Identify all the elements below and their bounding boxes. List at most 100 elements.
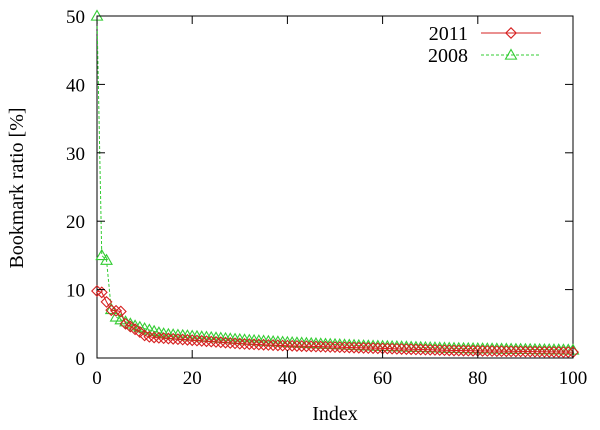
data-point-2011 <box>481 344 494 357</box>
x-tick-label: 20 <box>183 368 202 389</box>
data-point-2011 <box>295 340 308 353</box>
data-point-2011 <box>329 341 341 354</box>
data-point-2011 <box>352 341 365 354</box>
data-point-2011 <box>438 344 451 357</box>
data-point-2011 <box>486 345 499 358</box>
data-point-2011 <box>290 339 303 352</box>
data-point-2011 <box>509 345 522 358</box>
x-tick-label: 40 <box>278 368 297 389</box>
data-point-2011 <box>452 344 465 357</box>
plot-border <box>96 15 574 359</box>
data-point-2011 <box>238 337 251 350</box>
data-point-2011 <box>419 343 432 356</box>
data-point-2011 <box>490 345 503 358</box>
data-point-2011 <box>181 333 194 346</box>
data-point-2011 <box>105 304 118 317</box>
x-tick-label: 100 <box>559 368 588 389</box>
data-point-2011 <box>428 343 441 356</box>
data-point-2011 <box>205 335 218 348</box>
data-point-2011 <box>333 341 346 354</box>
legend-marker-2008 <box>504 48 518 60</box>
data-point-2011 <box>314 340 327 353</box>
data-point-2011 <box>524 345 537 358</box>
data-point-2011 <box>495 345 508 358</box>
legend-marker-2011 <box>505 27 517 39</box>
data-point-2011 <box>167 332 180 345</box>
data-point-2011 <box>514 345 527 358</box>
data-point-2011 <box>152 331 165 344</box>
data-point-2008 <box>100 253 113 265</box>
data-point-2011 <box>276 339 289 352</box>
data-point-2011 <box>409 343 422 356</box>
y-tick-label: 50 <box>66 7 85 28</box>
plot-frame <box>96 15 574 359</box>
data-point-2011 <box>519 345 532 358</box>
data-point-2008 <box>95 248 109 261</box>
data-point-2011 <box>257 338 270 351</box>
data-point-2011 <box>252 338 265 351</box>
y-axis-title: Bookmark ratio [%] <box>6 107 28 268</box>
data-point-2011 <box>443 344 456 357</box>
ticks-layer: 0 20 40 60 80 100 0 10 20 30 40 50 <box>66 7 587 389</box>
data-point-2011 <box>348 341 361 354</box>
data-point-2011 <box>476 344 489 357</box>
data-point-2011 <box>457 344 470 357</box>
data-point-2011 <box>395 342 408 355</box>
data-point-2011 <box>162 332 175 345</box>
data-point-2011 <box>186 334 199 347</box>
data-point-2011 <box>338 341 351 354</box>
data-point-2011 <box>562 346 575 359</box>
data-point-2011 <box>433 344 446 357</box>
series-layer <box>90 9 580 359</box>
data-point-2011 <box>533 345 546 358</box>
data-point-2011 <box>190 334 203 347</box>
data-point-2011 <box>448 344 460 357</box>
data-point-2011 <box>390 342 403 355</box>
data-point-2011 <box>424 343 437 356</box>
data-point-2011 <box>371 342 384 355</box>
data-point-2011 <box>362 342 375 354</box>
legend-label-2011: 2011 <box>429 23 468 45</box>
x-tick-label: 80 <box>468 368 487 389</box>
data-point-2011 <box>114 305 127 318</box>
data-point-2008 <box>104 302 118 315</box>
data-point-2011 <box>400 343 413 356</box>
data-point-2011 <box>357 341 370 354</box>
data-point-2011 <box>100 295 113 308</box>
data-point-2011 <box>262 338 275 351</box>
data-point-2011 <box>171 333 184 346</box>
data-point-2011 <box>110 304 123 317</box>
data-point-2011 <box>157 332 170 345</box>
legend-label-2008: 2008 <box>428 45 468 67</box>
data-point-2011 <box>557 346 570 359</box>
series-line-2008 <box>96 15 574 351</box>
x-tick-label: 0 <box>92 368 102 389</box>
data-point-2011 <box>305 340 318 353</box>
data-point-2011 <box>243 338 256 351</box>
data-point-2011 <box>143 330 156 343</box>
data-point-2011 <box>309 340 322 353</box>
data-point-2011 <box>200 335 213 348</box>
data-point-2011 <box>133 326 146 338</box>
x-tick-label: 60 <box>373 368 392 389</box>
data-point-2011 <box>343 341 356 354</box>
data-point-2011 <box>324 340 337 353</box>
data-point-2011 <box>214 336 227 349</box>
data-point-2011 <box>500 345 513 358</box>
data-point-2011 <box>543 345 556 358</box>
data-point-2011 <box>229 337 242 350</box>
data-point-2011 <box>386 342 399 355</box>
data-point-2011 <box>528 345 541 358</box>
data-point-2011 <box>462 344 475 357</box>
data-point-2011 <box>138 329 151 342</box>
data-point-2011 <box>271 339 284 352</box>
y-tick-label: 40 <box>66 75 85 96</box>
data-point-2011 <box>176 333 189 346</box>
series-2011 <box>91 284 579 359</box>
data-point-2011 <box>195 334 208 347</box>
data-point-2011 <box>248 338 261 351</box>
data-point-2011 <box>210 335 222 348</box>
series-2008 <box>90 9 580 355</box>
data-point-2011 <box>367 342 380 355</box>
data-point-2011 <box>286 339 299 352</box>
